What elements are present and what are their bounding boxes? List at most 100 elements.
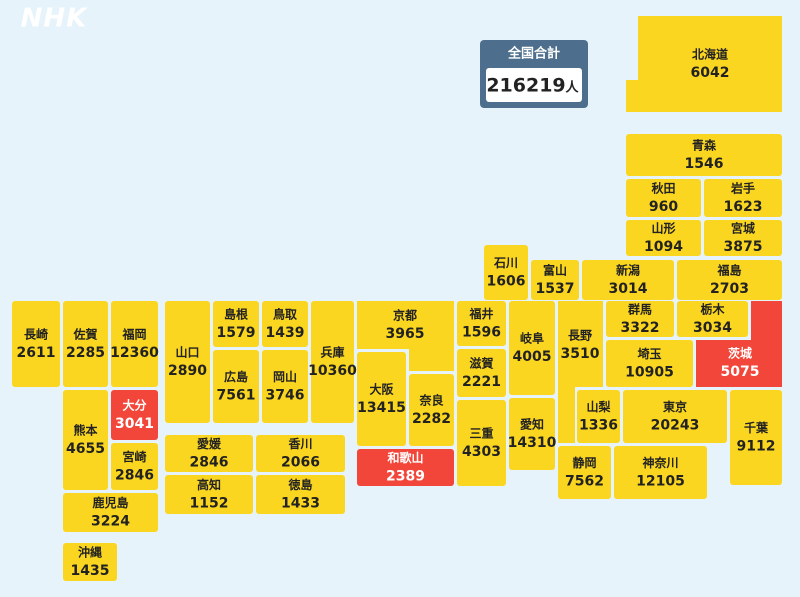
prefecture-tile <box>626 16 782 112</box>
prefecture-tile <box>165 475 253 514</box>
prefecture-value: 1435 <box>71 563 110 579</box>
prefecture-name: 山梨 <box>586 399 610 414</box>
prefecture-value: 3322 <box>621 320 660 336</box>
prefecture-value: 4005 <box>513 349 552 365</box>
prefecture-tile <box>614 446 707 499</box>
prefecture-value: 1596 <box>462 325 501 341</box>
prefecture-value: 2846 <box>115 468 154 484</box>
prefecture-name: 宮崎 <box>122 449 146 464</box>
prefecture-name: 京都 <box>393 308 417 323</box>
prefecture-value: 3746 <box>266 388 305 404</box>
prefecture-name: 福岡 <box>121 327 146 342</box>
total-value: 216219 <box>486 75 565 97</box>
prefecture-value: 1537 <box>536 281 575 297</box>
prefecture-tile <box>111 301 158 387</box>
prefecture-tile <box>111 443 158 490</box>
prefecture-value: 2282 <box>412 411 451 427</box>
prefecture-tile <box>704 220 782 256</box>
prefecture-value: 20243 <box>651 418 700 434</box>
prefecture-name: 福島 <box>716 263 741 278</box>
prefecture-value: 2890 <box>168 363 207 379</box>
prefecture-tile <box>409 374 454 446</box>
prefecture-tile <box>63 493 158 532</box>
prefecture-value: 13415 <box>357 400 406 416</box>
prefecture-name: 愛知 <box>520 417 544 432</box>
prefecture-value: 2285 <box>66 345 105 361</box>
prefecture-value: 3041 <box>115 416 154 432</box>
prefecture-value: 2066 <box>281 455 320 471</box>
prefecture-value: 1336 <box>579 418 618 434</box>
prefecture-name: 栃木 <box>700 302 725 317</box>
prefecture-name: 福井 <box>468 306 493 321</box>
prefecture-name: 熊本 <box>73 423 97 438</box>
prefecture-name: 北海道 <box>692 47 728 62</box>
prefecture-tile <box>626 134 782 176</box>
prefecture-tile <box>558 446 611 499</box>
prefecture-name: 神奈川 <box>642 455 678 470</box>
prefecture-tile <box>262 301 308 347</box>
prefecture-name: 大阪 <box>369 382 394 397</box>
prefecture-name: 新潟 <box>616 263 640 278</box>
prefecture-name: 東京 <box>663 399 687 414</box>
prefecture-name: 埼玉 <box>637 346 661 361</box>
prefecture-tile <box>63 301 108 387</box>
total-label: 全国合計 <box>507 46 560 62</box>
prefecture-name: 長崎 <box>24 327 48 342</box>
prefecture-value: 3224 <box>91 514 130 530</box>
total-unit: 人 <box>565 80 579 96</box>
prefecture-name: 鹿児島 <box>92 495 128 510</box>
prefecture-value: 10905 <box>625 365 674 381</box>
prefecture-tile <box>606 340 693 387</box>
prefecture-tile <box>457 349 506 397</box>
prefecture-value: 5075 <box>721 364 760 380</box>
prefecture-value: 4303 <box>462 444 501 460</box>
prefecture-name: 奈良 <box>418 393 443 408</box>
prefecture-value: 1623 <box>724 199 763 215</box>
prefecture-value: 2611 <box>17 345 56 361</box>
prefecture-value: 4655 <box>66 441 105 457</box>
prefecture-value: 1546 <box>685 156 724 172</box>
prefecture-value: 1579 <box>217 325 256 341</box>
prefecture-name: 和歌山 <box>386 450 423 465</box>
prefecture-value: 1094 <box>644 239 683 255</box>
prefecture-name: 石川 <box>493 256 518 270</box>
prefecture-tile <box>626 220 701 256</box>
prefecture-name: 島根 <box>224 307 248 322</box>
prefecture-value: 1152 <box>190 496 229 512</box>
prefecture-name: 兵庫 <box>320 345 344 360</box>
prefecture-name: 滋賀 <box>469 356 493 371</box>
prefecture-tile <box>165 301 210 423</box>
prefecture-name: 静岡 <box>572 455 596 470</box>
prefecture-name: 宮城 <box>731 221 755 236</box>
prefecture-value: 1439 <box>266 325 305 341</box>
prefecture-name: 佐賀 <box>72 327 97 342</box>
prefecture-tile <box>582 260 674 300</box>
prefecture-name: 沖縄 <box>78 545 102 560</box>
prefecture-name: 広島 <box>224 369 248 384</box>
prefecture-value: 2703 <box>710 281 749 297</box>
prefecture-value: 10360 <box>308 363 357 379</box>
prefecture-tile <box>457 400 506 486</box>
prefecture-tile <box>213 301 259 347</box>
prefecture-tile <box>509 398 555 470</box>
prefecture-tile <box>531 260 579 300</box>
prefecture-value: 7562 <box>565 474 604 490</box>
brand-logo: NHK <box>21 4 89 34</box>
prefecture-value: 9112 <box>737 439 776 455</box>
prefecture-tile <box>623 390 727 443</box>
prefecture-value: 960 <box>649 199 678 215</box>
prefecture-tile <box>357 449 454 486</box>
prefecture-name: 山形 <box>651 221 675 236</box>
prefecture-name: 三重 <box>469 426 493 441</box>
prefecture-tile <box>311 301 354 423</box>
prefecture-value: 2221 <box>462 374 501 390</box>
prefecture-value: 7561 <box>217 388 256 404</box>
prefecture-value: 12105 <box>636 474 685 490</box>
prefecture-name: 富山 <box>543 263 567 278</box>
prefecture-value: 3875 <box>724 239 763 255</box>
prefecture-tile <box>111 390 158 440</box>
prefecture-name: 岡山 <box>273 369 297 384</box>
prefecture-tile <box>357 301 454 371</box>
